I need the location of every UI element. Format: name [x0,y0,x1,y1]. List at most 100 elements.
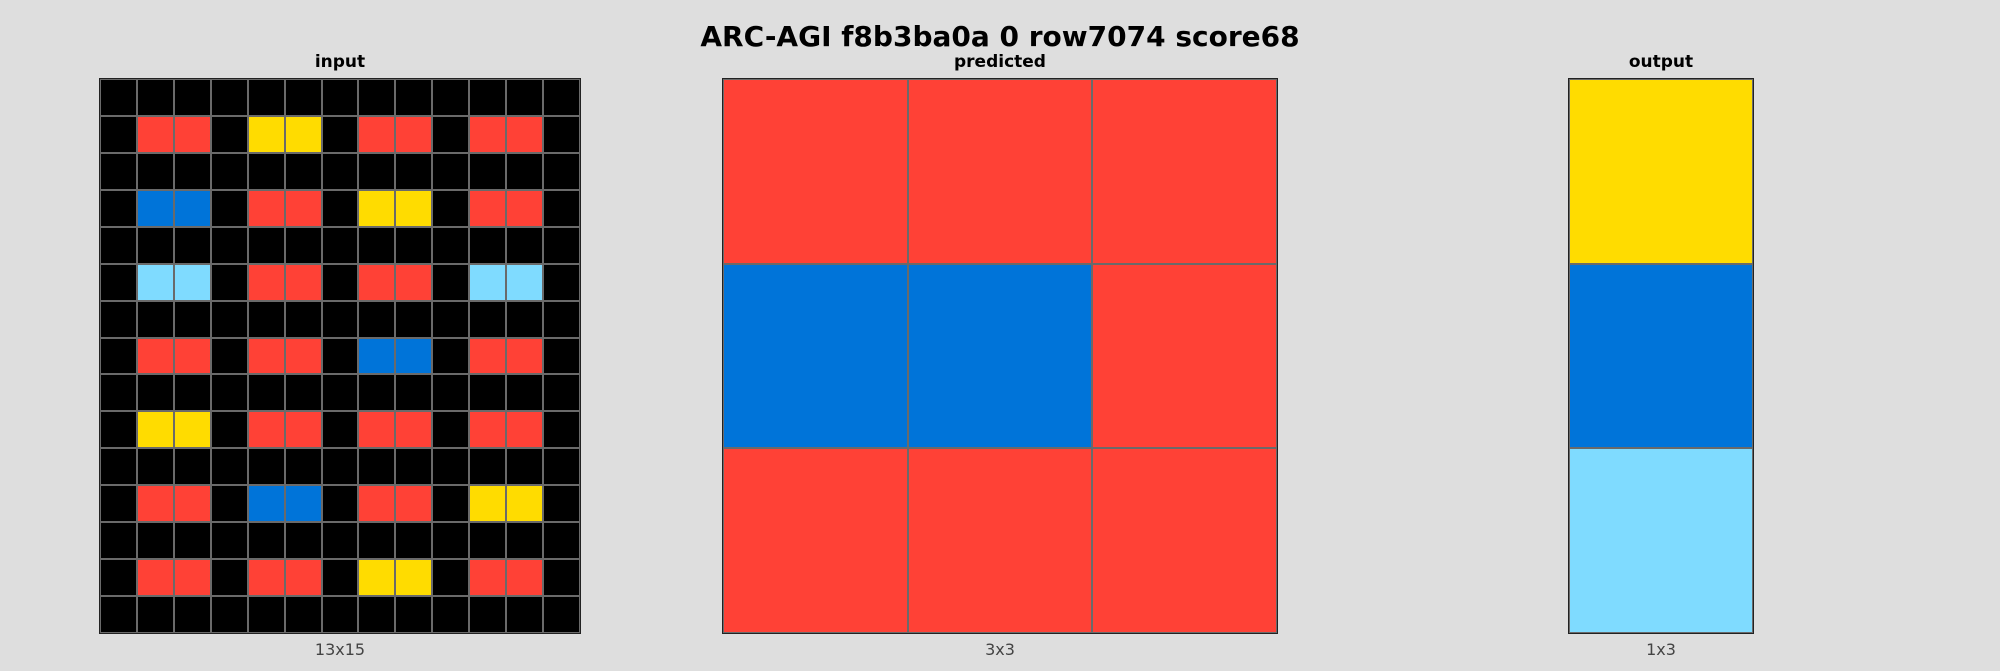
input-cell [395,115,433,153]
input-cell [358,300,396,338]
input-cell [321,189,359,227]
input-cell [210,189,248,227]
input-cell [432,263,470,301]
input-cell [395,189,433,227]
input-cell [136,522,174,560]
input-cell [432,79,470,116]
input-cell [284,448,322,486]
input-cell [247,152,285,190]
input-cell [358,374,396,412]
input-cell [284,522,322,560]
input-cell [100,263,137,301]
input-cell [358,152,396,190]
input-cell [358,448,396,486]
input-cell [395,411,433,449]
input-cell [100,337,137,375]
input-cell [506,596,544,633]
input-cell [100,79,137,116]
predicted-grid [722,78,1278,634]
input-grid [99,78,581,634]
input-cell [469,189,507,227]
input-cell [432,522,470,560]
input-cell [210,79,248,116]
input-cell [321,263,359,301]
input-cell [247,411,285,449]
predicted-label: predicted [954,52,1046,72]
input-cell [543,226,580,264]
input-cell [100,596,137,633]
input-cell [543,189,580,227]
input-cell [543,115,580,153]
input-cell [210,374,248,412]
input-cell [358,485,396,523]
input-cell [506,411,544,449]
input-cell [173,411,211,449]
input-cell [358,189,396,227]
input-cell [432,374,470,412]
input-cell [321,374,359,412]
input-cell [543,522,580,560]
input-cell [173,226,211,264]
input-cell [395,596,433,633]
input-cell [506,522,544,560]
input-cell [506,152,544,190]
input-cell [469,559,507,597]
input-cell [284,189,322,227]
input-cell [358,596,396,633]
input-cell [247,337,285,375]
input-cell [432,559,470,597]
input-cell [432,189,470,227]
predicted-cell [907,263,1093,449]
predicted-panel: predicted 3x3 [722,52,1278,659]
input-cell [136,300,174,338]
input-cell [321,522,359,560]
input-cell [284,559,322,597]
input-cell [247,300,285,338]
input-cell [210,485,248,523]
input-cell [506,115,544,153]
input-cell [395,226,433,264]
input-cell [543,300,580,338]
input-cell [247,374,285,412]
input-cell [100,152,137,190]
predicted-cell [907,448,1093,633]
input-cell [432,448,470,486]
input-cell [506,79,544,116]
input-cell [100,522,137,560]
input-cell [395,152,433,190]
input-cell [136,115,174,153]
input-cell [395,79,433,116]
input-cell [100,300,137,338]
input-cell [358,559,396,597]
predicted-cell [1092,79,1277,264]
input-cell [543,79,580,116]
input-cell [210,522,248,560]
input-cell [395,559,433,597]
input-cell [173,522,211,560]
input-cell [247,263,285,301]
input-cell [210,226,248,264]
input-cell [395,448,433,486]
input-cell [432,411,470,449]
input-cell [173,448,211,486]
input-cell [432,485,470,523]
input-cell [173,79,211,116]
output-cell [1569,448,1753,633]
input-cell [247,522,285,560]
input-cell [210,152,248,190]
input-cell [247,485,285,523]
output-dims: 1x3 [1646,640,1676,659]
input-cell [210,559,248,597]
input-cell [136,596,174,633]
input-cell [321,79,359,116]
input-cell [210,300,248,338]
input-cell [543,411,580,449]
input-cell [173,485,211,523]
output-cell [1569,263,1753,449]
input-cell [100,485,137,523]
input-cell [100,115,137,153]
input-cell [136,337,174,375]
input-cell [173,263,211,301]
input-cell [247,226,285,264]
input-panel: input 13x15 [99,52,581,659]
